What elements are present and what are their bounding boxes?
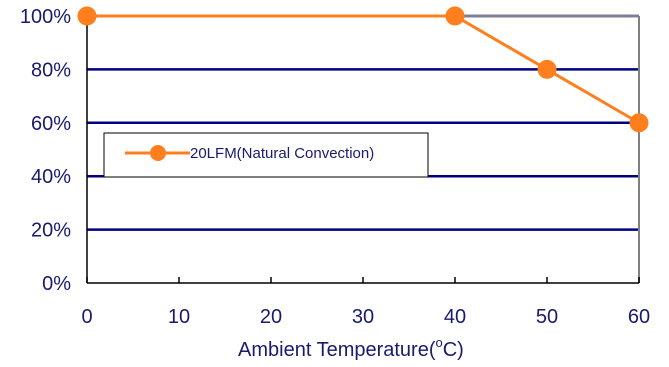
data-point (77, 6, 97, 26)
legend: 20LFM(Natural Convection) (103, 132, 429, 178)
x-tick-marks (86, 277, 640, 283)
y-tick-label: 20% (31, 220, 71, 242)
y-tick-label: 100% (20, 6, 71, 28)
data-point (537, 59, 557, 79)
y-tick-labels: 0% 20% 40% 60% 80% 100% (20, 6, 71, 295)
y-tick-label: 80% (31, 59, 71, 81)
data-point (445, 6, 465, 26)
x-tick-label: 20 (260, 306, 282, 328)
x-tick-label: 10 (168, 306, 190, 328)
x-tick-label: 50 (536, 306, 558, 328)
x-tick-label: 60 (628, 306, 650, 328)
y-tick-label: 60% (31, 113, 71, 135)
legend-label: 20LFM(Natural Convection) (190, 145, 374, 162)
y-tick-label: 40% (31, 166, 71, 188)
series-layer (77, 6, 649, 133)
x-axis-title: Ambient Temperature(oC) (238, 335, 464, 361)
legend-marker (150, 145, 166, 161)
x-tick-label: 0 (81, 306, 92, 328)
y-tick-label: 0% (42, 273, 71, 295)
data-point (629, 113, 649, 133)
x-tick-labels: 0 10 20 30 40 50 60 (81, 306, 650, 328)
x-tick-label: 40 (444, 306, 466, 328)
series-line (87, 14, 640, 125)
x-tick-label: 30 (352, 306, 374, 328)
